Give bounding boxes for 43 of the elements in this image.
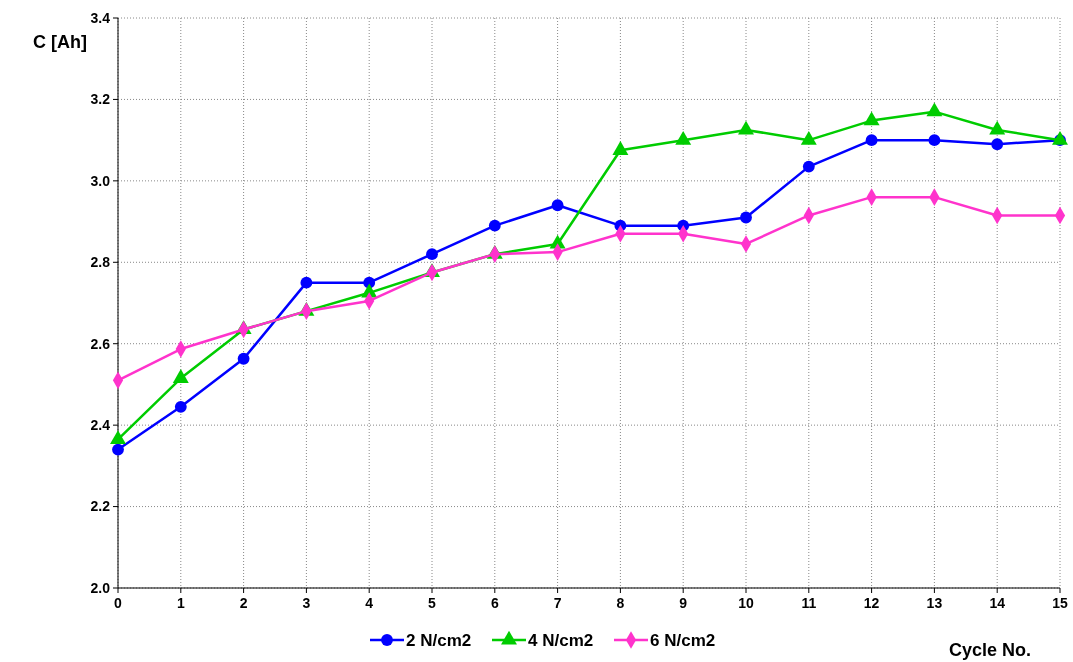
x-tick-label: 10 (738, 595, 754, 611)
y-tick-label: 3.2 (90, 91, 111, 108)
legend-label: 6 N/cm2 (650, 631, 716, 650)
point (740, 211, 752, 224)
point (926, 102, 943, 117)
point (488, 219, 501, 232)
legend-label: 2 N/cm2 (406, 631, 472, 650)
point (865, 134, 878, 147)
y-tick-label: 2.6 (90, 335, 111, 352)
x-tick-label: 5 (428, 595, 437, 611)
point (300, 276, 313, 289)
x-tick-label: 1 (176, 595, 185, 611)
y-tick-label: 2.4 (90, 417, 111, 434)
y-tick-label: 3.4 (90, 9, 111, 26)
point (991, 138, 1004, 151)
x-tick-label: 2 (239, 595, 248, 611)
x-tick-label: 12 (863, 595, 880, 611)
point (112, 443, 124, 456)
x-tick-label: 0 (114, 595, 123, 611)
x-tick-label: 4 (365, 595, 374, 611)
x-tick-label: 9 (679, 595, 688, 611)
y-tick-label: 2.0 (90, 579, 111, 596)
y-axis-title: C [Ah] (33, 32, 87, 52)
y-tick-label: 2.2 (90, 498, 111, 515)
y-tick-label: 2.8 (90, 254, 111, 271)
x-tick-label: 15 (1052, 595, 1068, 611)
x-axis-title: Cycle No. (948, 640, 1032, 660)
x-tick-label: 3 (302, 595, 311, 611)
y-tick-label: 3.0 (90, 172, 111, 189)
point (174, 400, 187, 413)
point (928, 134, 941, 147)
x-tick-label: 11 (801, 595, 817, 611)
x-tick-label: 8 (616, 595, 625, 611)
point (863, 111, 880, 126)
x-tick-label: 14 (989, 595, 1006, 611)
point (426, 248, 438, 261)
point (551, 199, 564, 212)
x-tick-label: 7 (553, 595, 562, 611)
legend-label: 4 N/cm2 (528, 631, 594, 650)
x-tick-label: 13 (926, 595, 943, 611)
point (802, 160, 815, 173)
x-tick-label: 6 (490, 595, 499, 611)
point (237, 352, 250, 365)
